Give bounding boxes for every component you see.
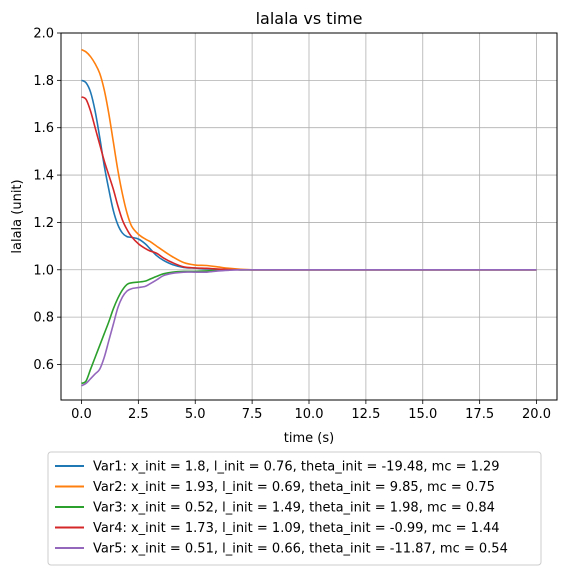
y-tick-label: 0.6 [33, 358, 54, 373]
y-tick-label: 1.0 [33, 263, 54, 278]
x-tick-label: 7.5 [242, 407, 263, 422]
y-tick-label: 1.2 [33, 216, 54, 231]
series-line-5 [81, 268, 537, 387]
x-tick-label: 15.0 [408, 407, 437, 422]
x-tick-label: 5.0 [185, 407, 206, 422]
y-axis-label: lalala (unit) [10, 179, 25, 253]
y-tick-label: 1.8 [33, 74, 54, 89]
x-tick-label: 20.0 [522, 407, 551, 422]
y-tick-label: 2.0 [33, 27, 54, 42]
x-axis-ticks: 0.0 2.5 5.0 7.5 10.0 12.5 15.0 17.5 20.0 [71, 400, 551, 422]
x-tick-label: 12.5 [351, 407, 380, 422]
legend-label-2: Var2: x_init = 1.93, l_init = 0.69, thet… [93, 480, 495, 495]
legend: Var1: x_init = 1.8, l_init = 0.76, theta… [47, 451, 542, 566]
x-tick-label: 17.5 [465, 407, 494, 422]
legend-label-5: Var5: x_init = 0.51, l_init = 0.66, thet… [93, 542, 508, 557]
y-tick-label: 1.4 [33, 169, 54, 184]
y-tick-label: 1.6 [33, 121, 54, 136]
x-axis-label: time (s) [284, 431, 334, 446]
legend-label-3: Var3: x_init = 0.52, l_init = 1.49, thet… [93, 501, 495, 516]
x-tick-label: 0.0 [71, 407, 92, 422]
x-tick-label: 10.0 [295, 407, 324, 422]
series-lines [81, 48, 537, 387]
grid [61, 32, 557, 400]
legend-box [47, 451, 542, 566]
chart-title: lalala vs time [256, 9, 363, 28]
y-tick-label: 0.8 [33, 311, 54, 326]
legend-label-4: Var4: x_init = 1.73, l_init = 1.09, thet… [93, 521, 500, 536]
y-axis-ticks: 0.6 0.8 1.0 1.2 1.4 1.6 1.8 2.0 [33, 27, 61, 373]
legend-label-1: Var1: x_init = 1.8, l_init = 0.76, theta… [93, 460, 500, 475]
x-tick-label: 2.5 [128, 407, 149, 422]
